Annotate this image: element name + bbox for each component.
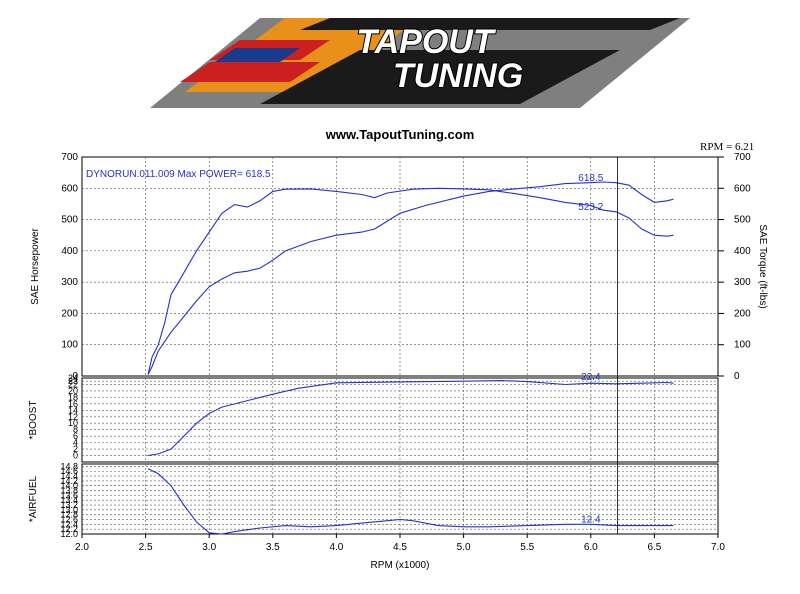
power-ytick-label: 300 xyxy=(61,277,78,288)
x-tick-label: 5.5 xyxy=(520,542,534,553)
logo-text-line2: TUNING xyxy=(393,57,523,95)
x-tick-label: 2.5 xyxy=(139,542,153,553)
airfuel-ytick-label: 14.0 xyxy=(60,481,78,491)
airfuel-ytick-label: 14.2 xyxy=(60,476,78,486)
airfuel-ytick-label: 13.0 xyxy=(60,505,78,515)
airfuel-ytick-label: 13.6 xyxy=(60,490,78,500)
airfuel-ytick-label: 13.8 xyxy=(60,486,78,496)
boost-ytick-label: 20 xyxy=(68,386,78,396)
airfuel-ytick-label: 13.2 xyxy=(60,500,78,510)
series-horsepower-end-label: 618.5 xyxy=(578,173,603,184)
boost-ytick-label: 14 xyxy=(68,405,78,415)
power-ylabel-right: SAE Torque (ft-lbs) xyxy=(757,224,768,308)
power-ytick-right-label: 600 xyxy=(734,183,751,194)
boost-ylabel: *BOOST xyxy=(28,401,39,440)
power-ytick-right-label: 0 xyxy=(734,371,740,382)
rpm-readout: RPM = 6.21 xyxy=(700,141,755,153)
series-airfuel-line xyxy=(147,468,674,535)
series-boost-end-label: 22.4 xyxy=(581,372,601,383)
logo-top-band xyxy=(300,18,680,30)
tapout-tuning-logo: TAPOUT TUNING xyxy=(150,18,690,108)
airfuel-ytick-label: 14.4 xyxy=(60,471,78,481)
power-ytick-label: 500 xyxy=(61,215,78,226)
boost-ytick-label: 6 xyxy=(73,431,78,441)
power-ytick-right-label: 300 xyxy=(734,277,751,288)
airfuel-ytick-label: 12.8 xyxy=(60,510,78,520)
x-axis-label: RPM (x1000) xyxy=(371,560,430,571)
power-ytick-right-label: 400 xyxy=(734,246,751,257)
power-ytick-right-label: 100 xyxy=(734,340,751,351)
x-tick-label: 4.5 xyxy=(393,542,407,553)
boost-ytick-label: 12 xyxy=(68,412,78,422)
series-boost-line xyxy=(148,380,674,457)
boost-ytick-label: 2 xyxy=(73,444,78,454)
x-tick-label: 3.0 xyxy=(202,542,216,553)
power-ytick-label: 200 xyxy=(61,308,78,319)
series-torque-line xyxy=(147,187,674,375)
logo-dark-shape xyxy=(260,50,620,104)
airfuel-frame xyxy=(81,463,719,535)
airfuel-ytick-label: 13.4 xyxy=(60,495,78,505)
x-tick-label: 7.0 xyxy=(711,542,725,553)
series-torque-end-label: 523.2 xyxy=(578,202,603,213)
power-ytick-label: 700 xyxy=(61,152,78,163)
boost-ytick-label: 22 xyxy=(68,379,78,389)
x-tick-label: 5.0 xyxy=(457,542,471,553)
power-ytick-label: 400 xyxy=(61,246,78,257)
boost-ytick-label: 0 xyxy=(73,451,78,461)
airfuel-ytick-label: 12.6 xyxy=(60,515,78,525)
x-tick-label: 4.0 xyxy=(329,542,343,553)
website-url: www.TapoutTuning.com xyxy=(325,127,475,142)
x-tick-label: 2.0 xyxy=(75,542,89,553)
airfuel-ytick-label: 14.8 xyxy=(60,461,78,471)
x-tick-label: 3.5 xyxy=(266,542,280,553)
power-ytick-label: 0 xyxy=(72,371,78,382)
series-airfuel-end-label: 12.4 xyxy=(581,515,601,526)
boost-ytick-label: 23 xyxy=(68,376,78,386)
boost-ytick-label: 16 xyxy=(68,399,78,409)
power-ytick-label: 600 xyxy=(61,183,78,194)
power-ytick-right-label: 700 xyxy=(734,152,751,163)
airfuel-ytick-label: 12.0 xyxy=(60,529,78,539)
x-tick-label: 6.0 xyxy=(584,542,598,553)
airfuel-ytick-label: 14.6 xyxy=(60,466,78,476)
airfuel-ytick-label: 12.2 xyxy=(60,524,78,534)
logo-blue-stripe xyxy=(215,48,300,62)
power-ytick-label: 100 xyxy=(61,340,78,351)
chart-title: DYNORUN.011.009 Max POWER= 618.5 xyxy=(86,169,271,180)
power-ylabel: SAE Horsepower xyxy=(30,227,41,304)
airfuel-ytick-label: 12.4 xyxy=(60,519,78,529)
logo-text-line1: TAPOUT xyxy=(356,23,496,61)
boost-ytick-label: 24 xyxy=(68,373,78,383)
x-tick-label: 6.5 xyxy=(647,542,661,553)
series-horsepower-line xyxy=(147,181,674,375)
boost-ytick-label: 4 xyxy=(73,438,78,448)
logo-red-stripe-lower xyxy=(180,62,320,82)
boost-ytick-label: 8 xyxy=(73,425,78,435)
power-ytick-right-label: 200 xyxy=(734,308,751,319)
airfuel-ylabel: *AIRFUEL xyxy=(28,476,39,523)
boost-ytick-label: 10 xyxy=(68,418,78,428)
boost-ytick-label: 18 xyxy=(68,392,78,402)
power-ytick-right-label: 500 xyxy=(734,215,751,226)
